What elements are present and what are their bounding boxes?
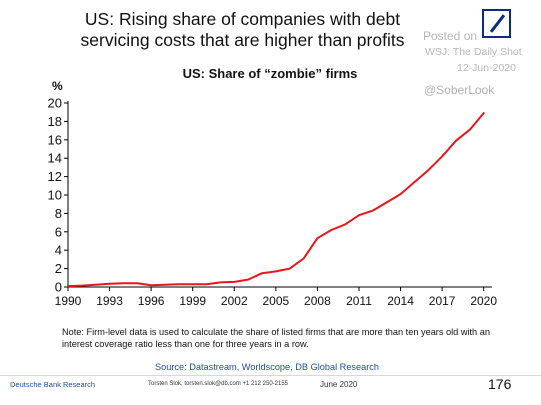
footer-month: June 2020 [320, 380, 358, 389]
x-tick-label: 1990 [55, 294, 82, 308]
y-tick-label: 12 [48, 169, 62, 184]
x-tick-label: 2014 [387, 294, 414, 308]
x-tick-label: 2017 [429, 294, 456, 308]
y-tick-label: 18 [48, 114, 62, 129]
footer-divider [0, 375, 541, 376]
footnote: Note: Firm-level data is used to calcula… [62, 327, 490, 349]
chart-title: US: Rising share of companies with debt … [70, 9, 415, 51]
y-tick-label: 6 [55, 224, 62, 239]
chart-subtitle: US: Share of “zombie” firms [182, 66, 358, 81]
y-tick-label: 16 [48, 132, 62, 147]
x-tick-label: 1996 [138, 294, 165, 308]
y-tick-label: 8 [55, 206, 62, 221]
y-tick-label: 10 [48, 188, 62, 203]
y-tick-label: 4 [55, 243, 62, 258]
source-line: Source: Datastream, Worldscope, DB Globa… [155, 362, 379, 372]
watermark-handle: @SoberLook [424, 83, 495, 97]
title-line-1: US: Rising share of companies with debt [84, 9, 401, 29]
watermark-source: WSJ: The Daily Shot [425, 46, 522, 58]
footer-org: Deutsche Bank Research [10, 380, 96, 389]
x-tick-label: 1993 [96, 294, 123, 308]
x-tick-label: 2008 [304, 294, 331, 308]
watermark-date: 12-Jun-2020 [457, 62, 516, 74]
y-tick-label: 20 [48, 96, 62, 111]
deutsche-bank-logo-icon [482, 9, 511, 38]
footer-contact: Torsten Slok, torsten.slok@db.com +1 212… [148, 381, 289, 387]
x-tick-label: 2011 [346, 294, 372, 308]
posted-on-label: Posted on [423, 29, 478, 43]
y-tick-label: 2 [55, 261, 62, 276]
y-tick-label: 0 [55, 280, 62, 295]
x-tick-label: 2002 [221, 294, 248, 308]
series-line-zombie-share [67, 112, 485, 288]
page-number: 176 [488, 376, 512, 392]
x-tick-label: 1999 [179, 294, 206, 308]
x-tick-label: 2020 [470, 294, 497, 308]
x-tick-label: 2005 [262, 294, 289, 308]
y-tick-label: 14 [48, 151, 62, 166]
title-line-2: servicing costs that are higher than pro… [80, 30, 405, 50]
y-axis-unit: % [52, 79, 63, 93]
